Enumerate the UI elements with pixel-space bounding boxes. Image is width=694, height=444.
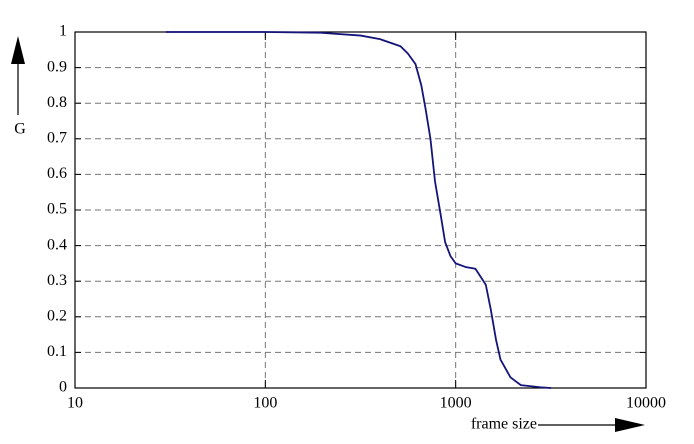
y-tick-label: 0: [59, 379, 67, 396]
y-tick-label: 0.3: [47, 272, 67, 289]
y-tick-label: 0.9: [47, 58, 67, 75]
data-line: [165, 31, 552, 389]
y-tick-label: 0.4: [47, 236, 67, 253]
y-axis-label: G: [14, 121, 26, 138]
x-tick-label: 100: [253, 395, 277, 412]
y-tick-label: 0.2: [47, 307, 67, 324]
x-axis-label: frame size: [471, 416, 537, 433]
y-tick-label: 1: [59, 23, 67, 40]
x-tick-label: 1000: [440, 395, 472, 412]
y-tick-label: 0.8: [47, 94, 67, 111]
x-tick-label: 10000: [626, 395, 666, 412]
y-tick-label: 0.5: [47, 201, 67, 218]
y-tick-label: 0.6: [47, 165, 67, 182]
x-axis-arrowhead: [615, 418, 645, 432]
y-tick-label: 0.1: [47, 343, 67, 360]
x-tick-label: 10: [67, 395, 83, 412]
y-axis-arrowhead: [11, 36, 25, 64]
y-tick-label: 0.7: [47, 129, 67, 146]
